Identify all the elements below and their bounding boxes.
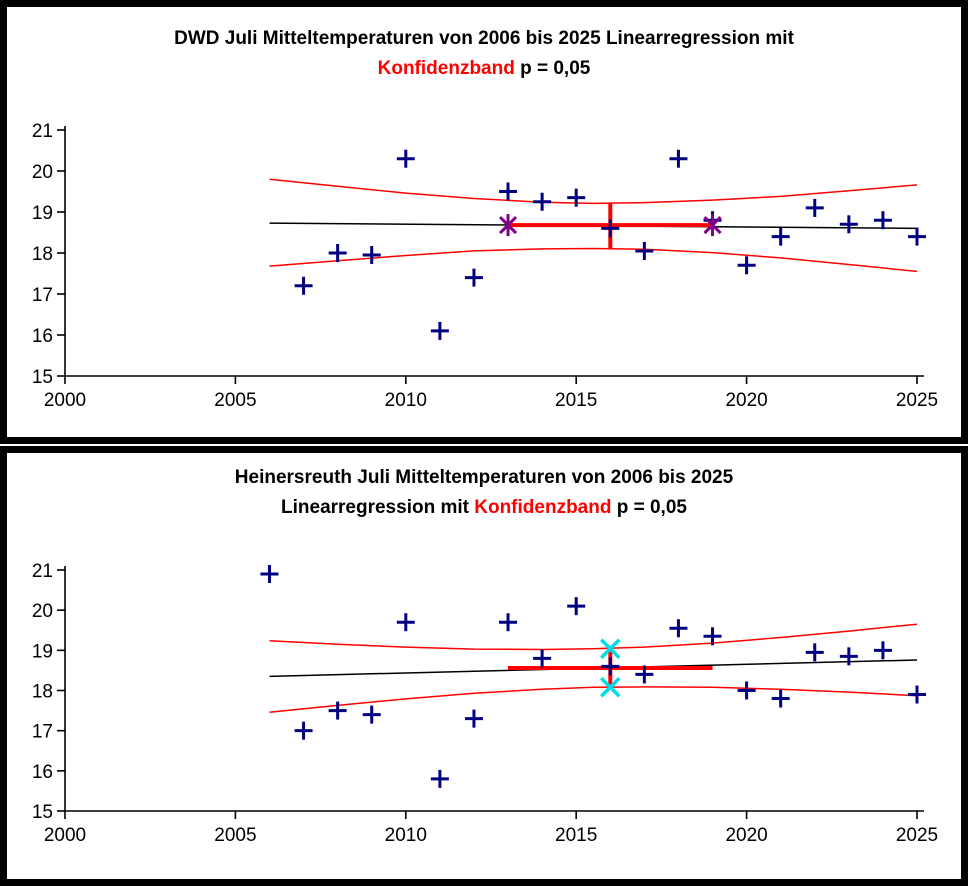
y-tick-label: 20 xyxy=(32,601,53,622)
data-points-plus-marker xyxy=(499,182,518,201)
y-tick-label: 17 xyxy=(32,285,53,306)
data-points-plus-marker xyxy=(294,721,313,740)
heinersreuth-chart-title-line1: Heinersreuth Juli Mitteltemperaturen von… xyxy=(7,466,961,490)
heinersreuth-chart-title-line2: Linearregression mit Konfidenzband p = 0… xyxy=(7,496,961,520)
y-tick-label: 18 xyxy=(32,244,53,265)
y-tick-label: 21 xyxy=(32,121,53,142)
data-points-plus-marker xyxy=(771,227,790,246)
data-points-plus-marker xyxy=(805,643,824,662)
data-points-plus-marker xyxy=(567,188,586,207)
y-tick-label: 19 xyxy=(32,203,53,224)
data-points-plus-marker xyxy=(771,689,790,708)
data-points-plus-marker xyxy=(908,685,926,704)
data-points-plus-marker xyxy=(737,681,756,700)
y-tick-label: 15 xyxy=(32,367,53,388)
data-points-plus-marker xyxy=(839,215,858,234)
data-points-plus-marker xyxy=(703,627,722,646)
y-tick-label: 17 xyxy=(32,722,53,743)
title-segment: Linearregression mit xyxy=(281,497,475,518)
y-tick-label: 16 xyxy=(32,326,53,347)
title-segment: Konfidenzband xyxy=(377,58,515,79)
data-points-plus-marker xyxy=(396,613,415,632)
data-points-plus-marker xyxy=(908,227,926,246)
data-points-plus-marker xyxy=(499,613,518,632)
heinersreuth-chart-panel: Heinersreuth Juli Mitteltemperaturen von… xyxy=(0,446,968,886)
x-tick-label: 2020 xyxy=(725,825,767,846)
data-points-plus-marker xyxy=(328,701,347,720)
x-tick-label: 2000 xyxy=(44,390,86,411)
x-tick-label: 2025 xyxy=(896,390,938,411)
x-tick-label: 2015 xyxy=(555,390,597,411)
x-tick-label: 2000 xyxy=(44,825,86,846)
interval-endpoint-x-markers-x-marker xyxy=(600,638,621,659)
y-tick-label: 21 xyxy=(32,561,53,582)
dwd-chart-title-line1: DWD Juli Mitteltemperaturen von 2006 bis… xyxy=(7,27,961,51)
y-tick-label: 16 xyxy=(32,762,53,783)
confidence-band-upper xyxy=(269,178,918,205)
title-segment: Konfidenzband xyxy=(474,497,612,518)
data-points-plus-marker xyxy=(260,565,279,584)
confidence-band-lower xyxy=(269,686,918,713)
data-points-plus-marker xyxy=(362,246,381,265)
title-segment: p = 0,05 xyxy=(611,497,687,518)
x-tick-label: 2020 xyxy=(725,390,767,411)
data-points-plus-marker xyxy=(873,641,892,660)
y-tick-label: 15 xyxy=(32,802,53,823)
data-points-plus-marker xyxy=(567,597,586,616)
data-points-plus-marker xyxy=(396,149,415,168)
data-points-plus-marker xyxy=(533,649,552,668)
data-points-plus-marker xyxy=(601,657,620,676)
x-tick-label: 2005 xyxy=(214,825,256,846)
data-points-plus-marker xyxy=(362,705,381,724)
data-points-plus-marker xyxy=(669,619,688,638)
data-points-plus-marker xyxy=(464,709,483,728)
data-points-plus-marker xyxy=(669,149,688,168)
data-points-plus-marker xyxy=(839,647,858,666)
interval-endpoint-x-markers-x-marker xyxy=(600,677,621,698)
dwd-chart-plot: 15 16 17 18 19 20 21 2000 2005 2010 2015 2020 2025 xyxy=(32,121,938,411)
y-tick-label: 18 xyxy=(32,682,53,703)
interval-endpoint-asterisk-markers-asterisk-marker xyxy=(498,214,518,237)
data-points-plus-marker xyxy=(430,321,449,340)
data-points-plus-marker xyxy=(635,665,654,684)
data-points-plus-marker xyxy=(464,268,483,287)
y-tick-label: 20 xyxy=(32,162,53,183)
x-tick-label: 2015 xyxy=(555,825,597,846)
data-points-plus-marker xyxy=(805,198,824,217)
data-points-plus-marker xyxy=(635,241,654,260)
data-points-plus-marker xyxy=(294,276,313,295)
x-tick-label: 2005 xyxy=(214,390,256,411)
title-segment: DWD Juli Mitteltemperaturen von 2006 bis… xyxy=(174,28,794,49)
confidence-band-upper xyxy=(269,623,918,651)
title-segment: Heinersreuth Juli Mitteltemperaturen von… xyxy=(234,467,734,488)
data-points-plus-marker xyxy=(873,211,892,230)
x-tick-label: 2010 xyxy=(385,825,427,846)
interval-endpoint-asterisk-markers-asterisk-marker xyxy=(703,214,722,237)
x-tick-label: 2025 xyxy=(896,825,938,846)
title-segment: p = 0,05 xyxy=(514,58,591,79)
x-tick-label: 2010 xyxy=(385,390,427,411)
dwd-chart-title-line2: Konfidenzband p = 0,05 xyxy=(7,57,961,81)
data-points-plus-marker xyxy=(737,256,756,275)
data-points-plus-marker xyxy=(430,769,449,788)
heinersreuth-chart-plot: 15 16 17 18 19 20 21 2000 2005 2010 2015 2020 2025 xyxy=(32,561,938,846)
data-points-plus-marker xyxy=(533,192,552,211)
y-tick-label: 19 xyxy=(32,641,53,662)
data-points-plus-marker xyxy=(601,219,620,238)
data-points-plus-marker xyxy=(328,244,347,262)
confidence-band-lower xyxy=(269,247,918,273)
dwd-chart-panel: DWD Juli Mitteltemperaturen von 2006 bis… xyxy=(0,0,968,444)
